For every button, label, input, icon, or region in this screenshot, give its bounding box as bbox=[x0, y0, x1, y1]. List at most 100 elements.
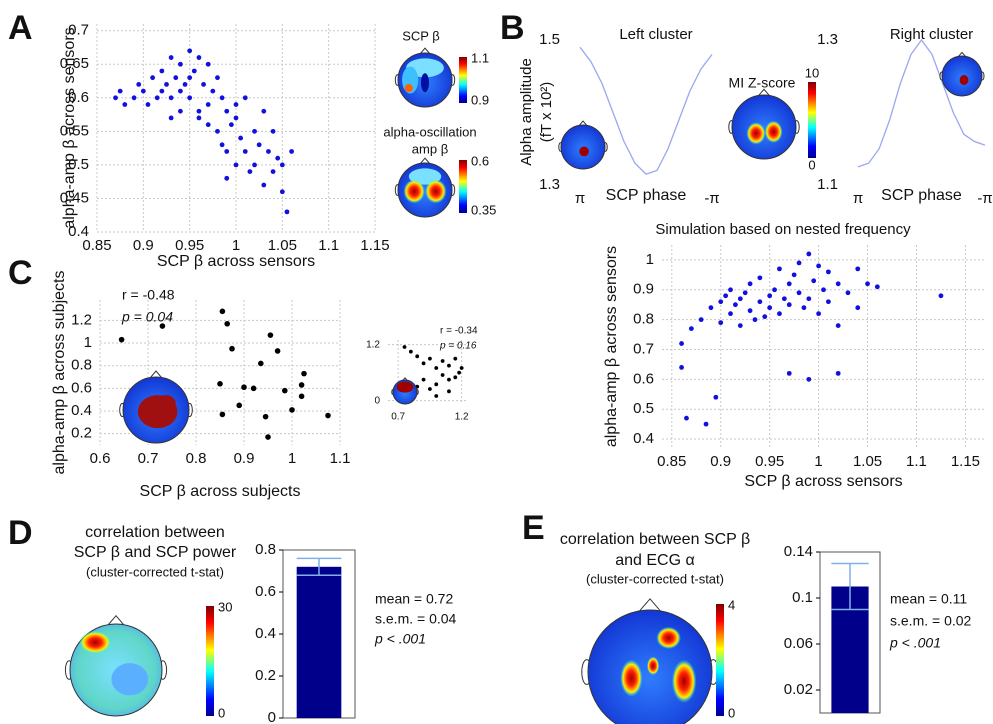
x-tick-label: 1 bbox=[814, 453, 822, 470]
point bbox=[265, 434, 271, 440]
point bbox=[781, 296, 787, 302]
annotation: s.e.m. = 0.04 bbox=[375, 611, 457, 627]
chart-title: correlation between SCP β bbox=[560, 531, 750, 548]
point bbox=[835, 370, 841, 376]
x-tick-label: 1 bbox=[232, 237, 240, 254]
topomap-blob bbox=[404, 84, 413, 93]
point bbox=[122, 102, 128, 107]
x-tick-label: 1.15 bbox=[951, 453, 980, 470]
point bbox=[825, 299, 831, 305]
colorbar-tick-label: 0 bbox=[808, 157, 815, 172]
x-axis-label: SCP β across sensors bbox=[744, 473, 902, 490]
point bbox=[205, 122, 211, 128]
y-tick-label: 1.2 bbox=[71, 311, 92, 328]
panel-letter: C bbox=[8, 254, 33, 292]
annotation: mean = 0.72 bbox=[375, 591, 453, 607]
point bbox=[241, 384, 247, 391]
point bbox=[284, 209, 290, 215]
point bbox=[708, 305, 714, 311]
topomap-blob bbox=[746, 122, 766, 145]
y-tick-label: 0 bbox=[374, 395, 380, 406]
y-tick-label: 0.6 bbox=[71, 379, 92, 396]
point bbox=[247, 169, 253, 175]
line bbox=[857, 38, 986, 168]
annotation: p = 0.16 bbox=[439, 341, 477, 352]
x-tick-label: -π bbox=[977, 190, 992, 207]
point bbox=[256, 142, 262, 148]
point bbox=[777, 311, 782, 317]
y-tick-label: 0.7 bbox=[633, 340, 654, 357]
x-axis-label: SCP phase bbox=[606, 187, 687, 204]
x-tick-label: 1.05 bbox=[268, 237, 297, 254]
y-tick-label: 0.2 bbox=[71, 425, 92, 442]
point bbox=[816, 311, 822, 317]
topomap-blob bbox=[111, 663, 149, 696]
chart-title: and ECG α bbox=[615, 552, 695, 569]
point bbox=[113, 95, 118, 101]
point bbox=[173, 75, 179, 81]
point bbox=[217, 381, 223, 387]
point bbox=[791, 272, 797, 278]
point bbox=[777, 266, 782, 272]
x-axis-label: SCP phase bbox=[881, 187, 962, 204]
point bbox=[205, 61, 211, 67]
point bbox=[718, 320, 724, 326]
y-tick-label: 1.5 bbox=[539, 31, 560, 48]
point bbox=[421, 361, 426, 366]
panel-letter: A bbox=[8, 9, 33, 47]
point bbox=[440, 359, 445, 363]
topomap-blob bbox=[79, 630, 112, 654]
x-tick-label: 1.15 bbox=[360, 237, 389, 254]
point bbox=[258, 360, 264, 367]
point bbox=[187, 48, 193, 54]
annotation: mean = 0.11 bbox=[890, 591, 967, 607]
point bbox=[298, 393, 305, 400]
colorbar bbox=[808, 82, 816, 158]
x-tick-label: 1.1 bbox=[318, 237, 339, 254]
point bbox=[440, 373, 445, 377]
x-tick-label: 0.9 bbox=[710, 453, 731, 470]
point bbox=[786, 281, 792, 287]
point bbox=[224, 108, 230, 114]
colorbar-tick-label: 30 bbox=[218, 599, 232, 614]
y-axis-label: alpha-amp β across sensors bbox=[61, 27, 78, 228]
y-tick-label: 0.4 bbox=[71, 402, 92, 419]
point bbox=[811, 278, 817, 284]
panel-letter: E bbox=[522, 509, 545, 547]
y-tick-label: 1.2 bbox=[366, 339, 380, 350]
colorbar bbox=[206, 606, 214, 716]
point bbox=[196, 115, 202, 121]
point bbox=[737, 323, 743, 329]
point bbox=[140, 88, 146, 94]
x-tick-label: 1 bbox=[288, 450, 296, 467]
point bbox=[298, 382, 305, 388]
point bbox=[274, 348, 281, 354]
x-tick-label: 0.7 bbox=[138, 450, 159, 467]
y-tick-label: 0.6 bbox=[68, 89, 89, 106]
point bbox=[187, 75, 193, 81]
point bbox=[201, 81, 206, 87]
point bbox=[219, 95, 225, 101]
point bbox=[457, 370, 462, 375]
point bbox=[275, 155, 281, 161]
point bbox=[796, 290, 802, 296]
point bbox=[219, 411, 226, 418]
colorbar bbox=[459, 57, 467, 103]
point bbox=[434, 394, 439, 398]
x-tick-label: 1.1 bbox=[330, 450, 351, 467]
y-tick-label: 1 bbox=[646, 251, 654, 268]
point bbox=[679, 341, 684, 346]
point bbox=[117, 88, 123, 94]
colorbar-tick-label: 1.1 bbox=[471, 50, 489, 65]
y-tick-label: 0.8 bbox=[71, 357, 92, 374]
y-tick-label: 0.1 bbox=[792, 589, 813, 606]
y-tick-label: 1.1 bbox=[817, 176, 838, 193]
x-tick-label: π bbox=[853, 190, 863, 207]
y-tick-label: 0.4 bbox=[633, 430, 654, 447]
x-tick-label: 1.1 bbox=[906, 453, 927, 470]
y-tick-label: 0.6 bbox=[255, 583, 276, 600]
y-tick-label: 0.5 bbox=[68, 156, 89, 173]
point bbox=[796, 260, 802, 266]
point bbox=[938, 293, 944, 299]
chart-title: SCP β and SCP power bbox=[74, 544, 237, 561]
